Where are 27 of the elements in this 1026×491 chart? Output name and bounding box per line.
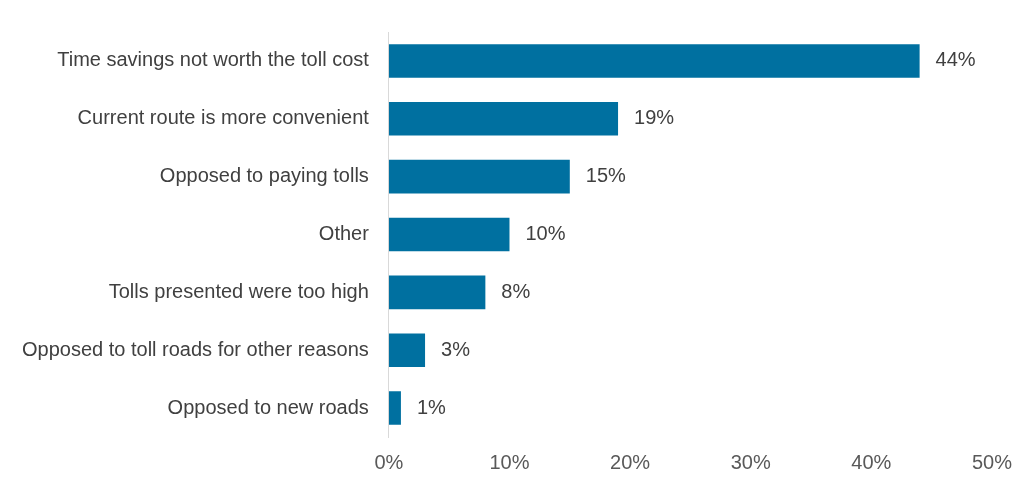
y-tick-label: Opposed to new roads: [167, 395, 369, 418]
bar: [388, 217, 510, 252]
data-label: 8%: [501, 279, 531, 302]
x-tick-label: 50%: [971, 450, 1013, 473]
bar: [388, 44, 920, 78]
y-tick-label: Opposed to paying tolls: [159, 164, 369, 187]
x-tick-label: 40%: [851, 450, 892, 473]
y-tick-label: Current route is more convenient: [77, 106, 370, 129]
x-tick-label: 0%: [374, 450, 404, 473]
bar: [388, 102, 619, 136]
bar: [388, 275, 486, 310]
x-tick-label: 20%: [610, 450, 651, 473]
bar: [388, 333, 426, 367]
y-tick-label: Time savings not worth the toll cost: [57, 48, 370, 71]
data-label: 15%: [585, 164, 627, 187]
bar: [388, 159, 570, 194]
data-label: 1%: [416, 395, 447, 418]
y-tick-label: Other: [318, 222, 370, 245]
data-label: 19%: [634, 106, 675, 129]
bar: [388, 391, 401, 425]
data-label: 10%: [525, 222, 566, 245]
x-tick-label: 10%: [489, 450, 530, 473]
x-tick-label: 30%: [730, 450, 771, 473]
y-tick-label: Opposed to toll roads for other reasons: [21, 337, 369, 360]
data-label: 3%: [441, 337, 471, 360]
data-label: 44%: [935, 48, 976, 71]
y-tick-label: Tolls presented were too high: [108, 279, 369, 302]
